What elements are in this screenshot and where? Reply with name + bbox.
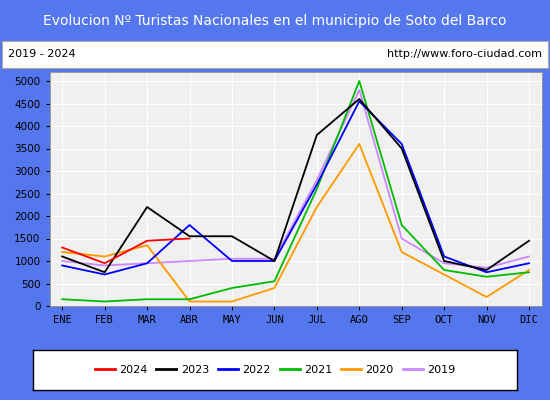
- Text: 2019 - 2024: 2019 - 2024: [8, 49, 75, 59]
- Text: http://www.foro-ciudad.com: http://www.foro-ciudad.com: [387, 49, 542, 59]
- Legend: 2024, 2023, 2022, 2021, 2020, 2019: 2024, 2023, 2022, 2021, 2020, 2019: [90, 360, 460, 380]
- Text: Evolucion Nº Turistas Nacionales en el municipio de Soto del Barco: Evolucion Nº Turistas Nacionales en el m…: [43, 14, 507, 28]
